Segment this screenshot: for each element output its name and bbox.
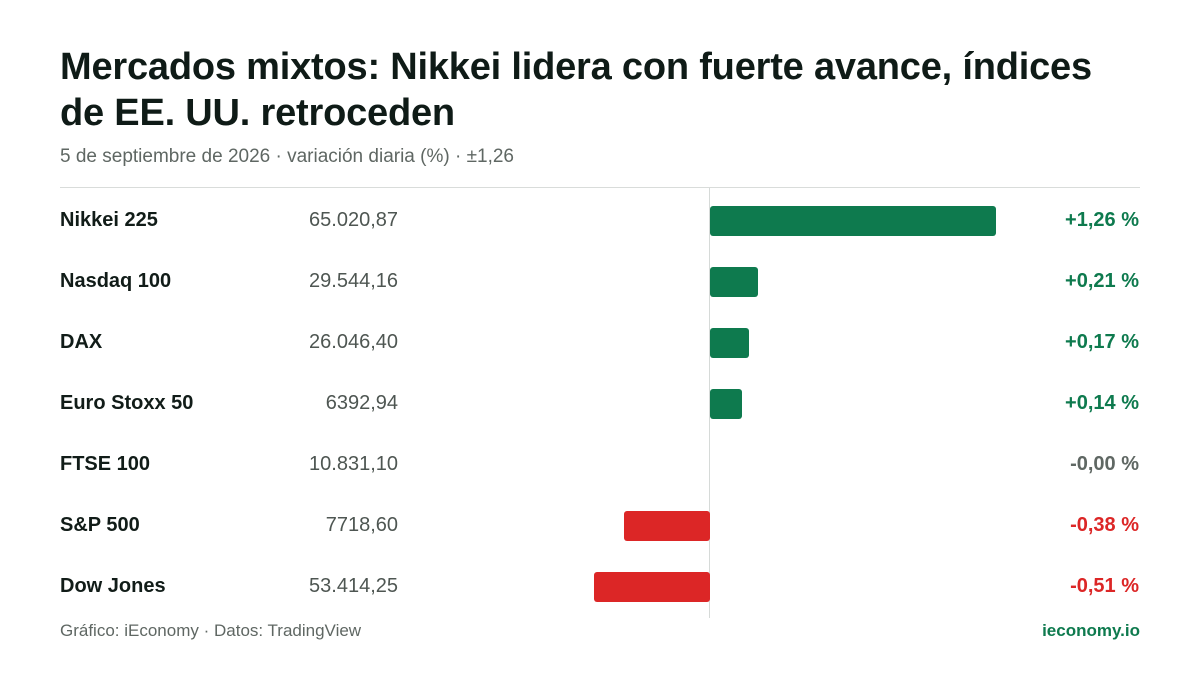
index-price: 65.020,87 xyxy=(309,209,398,231)
chart-row: S&P 500 7718,60 -0,38 % xyxy=(0,495,1200,556)
positive-bar xyxy=(710,328,749,358)
footer-brand[interactable]: ieconomy.io xyxy=(1042,621,1140,640)
index-price: 29.544,16 xyxy=(309,270,398,292)
chart-row: Euro Stoxx 50 6392,94 +0,14 % xyxy=(0,373,1200,434)
change-label: +0,21 % xyxy=(1065,270,1139,292)
chart-row: FTSE 100 10.831,10 -0,00 % xyxy=(0,434,1200,495)
top-divider xyxy=(60,187,1140,188)
chart-row: Dow Jones 53.414,25 -0,51 % xyxy=(0,556,1200,617)
change-label: +0,17 % xyxy=(1065,331,1139,353)
chart-row: DAX 26.046,40 +0,17 % xyxy=(0,312,1200,373)
negative-bar xyxy=(623,511,710,541)
positive-bar xyxy=(710,206,996,236)
index-name: Dow Jones xyxy=(60,575,166,597)
positive-bar xyxy=(710,389,742,419)
negative-bar xyxy=(594,572,710,602)
chart-subtitle: 5 de septiembre de 2026 · variación diar… xyxy=(60,146,514,167)
index-name: FTSE 100 xyxy=(60,453,151,475)
chart-row: Nikkei 225 65.020,87 +1,26 % xyxy=(0,190,1200,251)
change-label: -0,38 % xyxy=(1070,514,1139,536)
chart-title: Mercados mixtos: Nikkei lidera con fuert… xyxy=(60,46,1092,134)
chart-row: Nasdaq 100 29.544,16 +0,21 % xyxy=(0,251,1200,312)
footer-source: Gráfico: iEconomy · Datos: TradingView xyxy=(60,621,362,640)
positive-bar xyxy=(710,267,758,297)
index-name: Nikkei 225 xyxy=(60,209,158,231)
change-label: -0,00 % xyxy=(1070,453,1139,475)
index-name: DAX xyxy=(60,331,103,353)
index-price: 6392,94 xyxy=(325,392,398,414)
change-label: -0,51 % xyxy=(1070,575,1139,597)
index-price: 53.414,25 xyxy=(309,575,398,597)
index-price: 7718,60 xyxy=(325,514,398,536)
change-label: +1,26 % xyxy=(1065,209,1139,231)
index-name: S&P 500 xyxy=(60,514,140,536)
index-price: 26.046,40 xyxy=(309,331,398,353)
change-label: +0,14 % xyxy=(1065,392,1139,414)
zero-axis-line xyxy=(709,188,710,618)
index-name: Nasdaq 100 xyxy=(60,270,172,292)
index-price: 10.831,10 xyxy=(309,453,398,475)
index-name: Euro Stoxx 50 xyxy=(60,392,194,414)
